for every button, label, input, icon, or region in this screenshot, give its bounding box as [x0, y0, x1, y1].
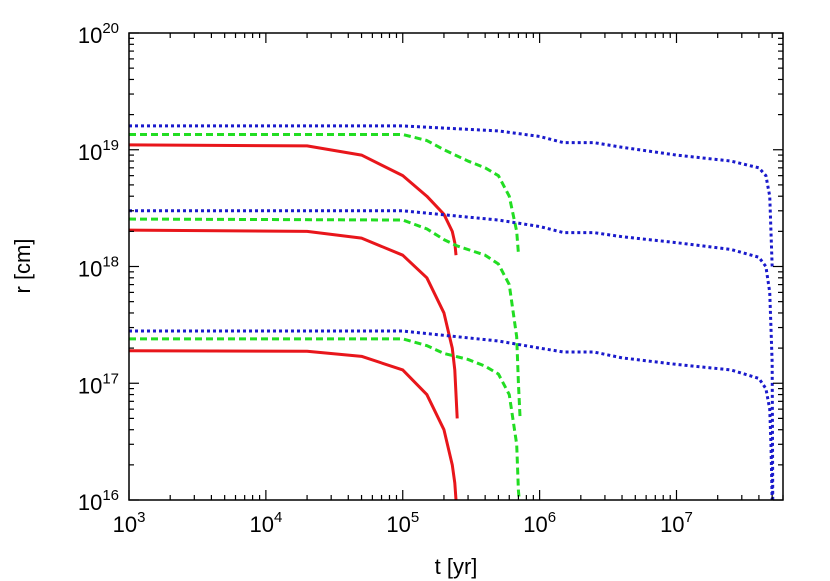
x-tick-label: 103 [113, 509, 146, 537]
y-tick-label: 1016 [78, 487, 119, 515]
x-tick-label: 104 [249, 509, 282, 537]
plot-frame [128, 32, 784, 501]
x-axis-title: t [yr] [435, 554, 478, 579]
series-line-7 [129, 124, 774, 267]
series-line-3 [128, 349, 458, 501]
ticks-layer: 103 104 105 106 107 1016 1017 1018 1019 1020 [78, 20, 784, 537]
series-line-6 [129, 337, 521, 501]
series-line-9 [129, 329, 774, 501]
y-tick-label: 1019 [78, 137, 119, 165]
y-tick-label: 1018 [78, 254, 119, 282]
y-tick-label: 1020 [78, 20, 119, 48]
y-tick-label: 1017 [78, 370, 119, 398]
x-tick-label: 106 [523, 509, 556, 537]
series-layer [128, 124, 775, 501]
series-line-5 [128, 217, 522, 419]
y-axis-title: r [cm] [10, 239, 35, 294]
series-line-1 [128, 143, 458, 256]
x-tick-label: 107 [660, 509, 693, 537]
x-tick-label: 105 [386, 509, 419, 537]
series-line-4 [129, 133, 520, 254]
series-line-2 [128, 228, 459, 419]
